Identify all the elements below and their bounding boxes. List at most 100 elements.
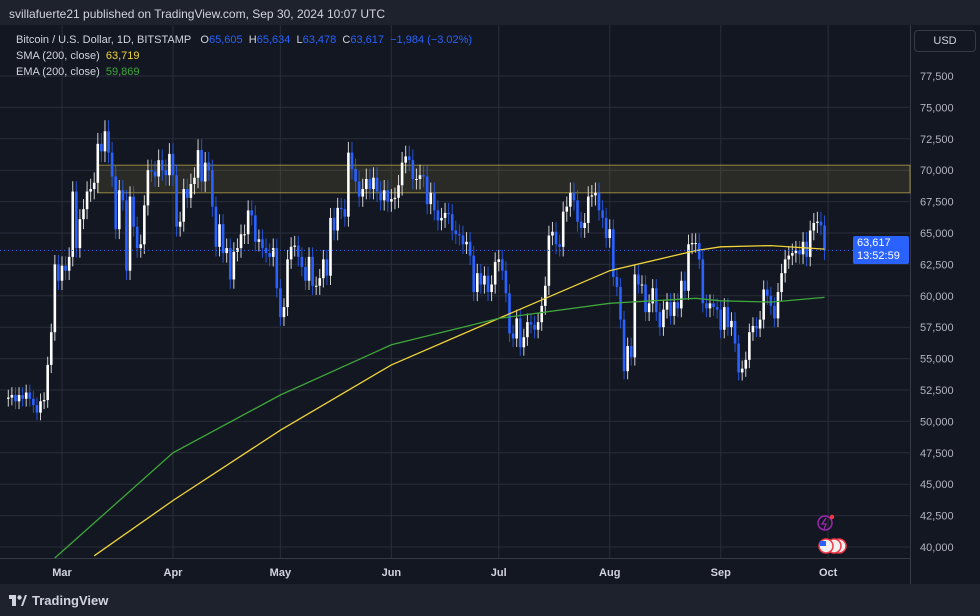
candle-body bbox=[7, 397, 10, 399]
sma-200-line bbox=[93, 244, 825, 557]
candle-body bbox=[418, 175, 422, 179]
candle-body bbox=[368, 178, 372, 190]
candle-body bbox=[715, 307, 719, 310]
notification-dot-icon bbox=[829, 514, 835, 520]
y-tick-label: 50,000 bbox=[920, 416, 954, 428]
currency-button[interactable]: USD bbox=[914, 30, 976, 52]
candle-body bbox=[440, 217, 443, 221]
candle-body bbox=[504, 270, 508, 294]
candle-body bbox=[268, 253, 271, 257]
candle-body bbox=[493, 261, 497, 285]
candle-body bbox=[196, 150, 200, 178]
candle-body bbox=[332, 217, 336, 231]
candle-body bbox=[293, 245, 296, 247]
candle-body bbox=[458, 234, 461, 236]
y-tick-label: 62,500 bbox=[920, 259, 954, 271]
symbol-name[interactable]: Bitcoin / U.S. Dollar, 1D, BITSTAMP bbox=[16, 34, 192, 46]
candle-body bbox=[547, 235, 551, 286]
candle-body bbox=[415, 178, 418, 180]
candle-body bbox=[751, 325, 755, 333]
candle-body bbox=[526, 322, 529, 338]
candle-body bbox=[762, 289, 765, 320]
candle-body bbox=[150, 170, 153, 172]
candle-body bbox=[78, 219, 82, 249]
candle-body bbox=[422, 175, 425, 177]
candle-body bbox=[100, 143, 103, 152]
tradingview-logo[interactable]: TradingView bbox=[9, 593, 108, 608]
tradingview-logo-icon bbox=[9, 594, 27, 606]
chart-legend: Bitcoin / U.S. Dollar, 1D, BITSTAMP O65,… bbox=[16, 32, 472, 80]
y-tick-label: 47,500 bbox=[920, 448, 954, 460]
candle-body bbox=[300, 256, 304, 267]
candle-body bbox=[375, 177, 379, 192]
candle-body bbox=[461, 235, 465, 245]
candle-body bbox=[712, 303, 715, 308]
candle-body bbox=[386, 190, 390, 202]
candle-body bbox=[286, 259, 289, 308]
candle-body bbox=[17, 395, 21, 402]
candle-body bbox=[282, 307, 286, 318]
candle-body bbox=[626, 346, 629, 372]
candle-body bbox=[329, 217, 332, 276]
candle-body bbox=[42, 400, 46, 402]
candle-body bbox=[390, 199, 393, 202]
candle-body bbox=[279, 288, 282, 318]
chart-area[interactable] bbox=[0, 25, 980, 584]
candle-body bbox=[697, 243, 701, 260]
candle-body bbox=[39, 401, 42, 413]
candle-body bbox=[572, 192, 576, 201]
candle-body bbox=[823, 225, 826, 251]
candle-body bbox=[228, 248, 232, 280]
last-price: 63,617 bbox=[857, 237, 891, 249]
candle-body bbox=[676, 302, 680, 309]
candle-body bbox=[164, 170, 168, 176]
candle-body bbox=[400, 162, 404, 186]
y-tick-label: 52,500 bbox=[920, 385, 954, 397]
candle-body bbox=[615, 276, 619, 288]
candle-body bbox=[168, 153, 171, 176]
candle-body bbox=[490, 284, 493, 293]
candle-body bbox=[479, 273, 483, 285]
candle-body bbox=[680, 280, 683, 309]
candle-body bbox=[157, 160, 160, 177]
candle-body bbox=[447, 212, 450, 215]
candle-body bbox=[687, 244, 690, 291]
sma-row[interactable]: SMA (200, close) 63,719 bbox=[16, 48, 472, 64]
candle-body bbox=[71, 191, 75, 257]
candle-body bbox=[121, 190, 125, 201]
resistance-zone bbox=[97, 164, 911, 194]
candle-body bbox=[347, 152, 350, 217]
candle-body bbox=[211, 170, 214, 207]
candle-body bbox=[103, 131, 107, 152]
candle-body bbox=[60, 265, 64, 281]
y-tick-label: 70,000 bbox=[920, 165, 954, 177]
ema-200-line bbox=[54, 296, 825, 559]
candle-body bbox=[776, 292, 780, 319]
candle-body bbox=[232, 251, 236, 280]
x-tick-label: Apr bbox=[164, 567, 184, 579]
candle-body bbox=[433, 192, 436, 211]
candle-body bbox=[518, 318, 522, 348]
candle-body bbox=[171, 153, 175, 176]
publisher-info: svillafuerte21 published on TradingView.… bbox=[9, 7, 386, 21]
candle-body bbox=[203, 162, 207, 182]
candle-body bbox=[357, 181, 361, 197]
candle-body bbox=[472, 255, 475, 293]
candle-body bbox=[96, 143, 100, 183]
candle-body bbox=[672, 302, 676, 316]
y-tick-label: 65,000 bbox=[920, 228, 954, 240]
candle-body bbox=[755, 325, 758, 329]
candle-body bbox=[325, 259, 329, 276]
candle-body bbox=[243, 234, 246, 236]
candle-body bbox=[110, 152, 114, 177]
candle-body bbox=[586, 196, 590, 223]
candle-body bbox=[644, 284, 647, 313]
lightning-event-icon[interactable] bbox=[817, 515, 833, 531]
candle-body bbox=[64, 265, 67, 271]
brand-name: TradingView bbox=[32, 593, 109, 608]
sma-label: SMA (200, close) bbox=[16, 50, 100, 62]
price-chart[interactable]: 40,000 42,500 45,000 47,500 50,000 52,500 55,0… bbox=[0, 0, 980, 584]
candle-body bbox=[465, 241, 468, 245]
close-label: C bbox=[342, 34, 351, 46]
ema-row[interactable]: EMA (200, close) 59,869 bbox=[16, 64, 472, 80]
